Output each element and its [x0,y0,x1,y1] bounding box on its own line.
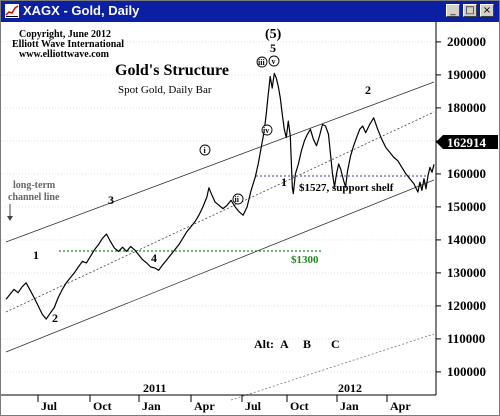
channel-lower-line [5,179,435,353]
wave-label-1: 1 [33,248,39,262]
copyright-line-3: www.elliottwave.com [19,49,110,60]
minimize-icon: _ [450,5,456,16]
wave-label-3: 3 [108,193,114,207]
x-tick-label: Jan [142,399,161,413]
year-label: 2011 [143,381,166,395]
chart-subtitle: Spot Gold, Daily Bar [118,84,212,96]
wave-iv-circle [261,124,273,136]
chart-text: Copyright, June 2012 Elliott Wave Intern… [7,27,394,351]
wave-label-v: v [272,57,276,66]
channel-far-line [230,333,435,401]
wave-label-ii: ii [235,195,240,204]
wave-iii-circle [256,56,268,68]
maximize-button[interactable]: □ [463,4,477,17]
x-tick-label: Jul [245,399,262,413]
wave-label-iv: iv [263,126,269,135]
wave-b-label-1: 1 [281,175,287,189]
wave-v-circle [268,55,280,67]
minimize-button[interactable]: _ [446,4,460,17]
copyright-line-1: Copyright, June 2012 [19,29,111,40]
last-price-tag: 162914 [436,135,498,150]
wave-i-circle [199,144,211,156]
y-tick-label: 200000 [447,34,486,49]
alt-wave-b: B [303,337,311,351]
y-axis: 100000 110000 120000 130000 140000 150000 1600… [436,34,486,379]
y-tick-label: 100000 [447,364,486,379]
x-tick-label: Oct [290,399,309,413]
alt-wave-c: C [331,337,340,351]
channel-upper-line [5,81,435,243]
x-tick-label: Oct [93,399,112,413]
y-tick-label: 180000 [447,100,486,115]
wave-ii-circle [232,193,244,205]
channel-lines [5,81,435,401]
wave-label-i: i [204,146,207,155]
channel-note-arrowhead [7,216,13,221]
channel-note-line-2: channel line [8,192,60,203]
y-tick-label: 160000 [447,166,486,181]
y-tick-label: 110000 [447,331,485,346]
chart-app-icon [5,4,19,18]
alt-label: Alt: [254,337,274,351]
price-series-line [5,72,435,320]
x-tick-label: Apr [194,399,215,413]
y-tick-label: 140000 [447,232,486,247]
y-tick-label: 120000 [447,298,486,313]
x-tick-label: Apr [390,399,411,413]
chart-title: Gold's Structure [115,62,229,79]
year-label: 2012 [338,381,362,395]
wave-label-5: 5 [270,41,276,55]
wave-label-4: 4 [151,251,157,265]
wave-label-2: 2 [52,311,58,325]
title-bar[interactable]: XAGX - Gold, Daily _ □ × [1,1,499,22]
close-button[interactable]: × [480,4,494,17]
x-axis: Jul Oct Jan Apr Jul Oct Jan Apr 2011 2012 [37,381,411,413]
support-shelf-label: $1527, support shelf [299,182,394,194]
x-tick-label: Jul [41,399,58,413]
channel-note-line-1: long-term [13,180,56,191]
wave-label-iii: iii [258,58,265,67]
level-1300-label: $1300 [291,254,319,266]
channel-middle-line [5,111,435,313]
copyright-line-2: Elliott Wave International [12,39,124,50]
y-tick-label: 150000 [447,199,486,214]
x-tick-label: Jan [340,399,359,413]
wave-label-5-circled: (5) [265,27,282,42]
maximize-icon: □ [465,5,475,16]
close-icon: × [482,5,492,16]
y-tick-label: 190000 [447,67,486,82]
last-price-label: 162914 [447,135,487,150]
alt-wave-a: A [280,337,289,351]
chart-grid [1,41,436,373]
y-tick-label: 130000 [447,265,486,280]
price-chart: 100000 110000 120000 130000 140000 150000 1600… [1,22,498,413]
window-title: XAGX - Gold, Daily [23,3,140,18]
wave-b-label-2: 2 [365,83,371,97]
